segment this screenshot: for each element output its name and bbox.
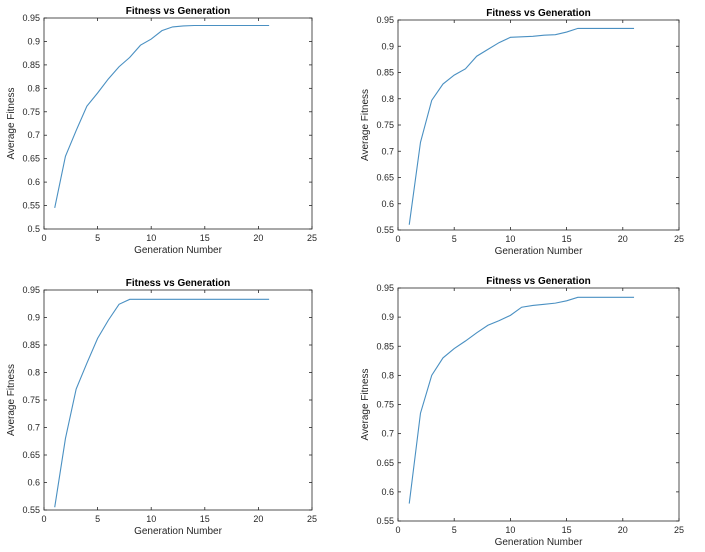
- x-axis-label: Generation Number: [495, 246, 583, 257]
- x-tick-label: 10: [505, 525, 515, 535]
- y-tick-label: 0.95: [22, 285, 40, 295]
- series-line: [408, 296, 635, 504]
- y-tick-label: 0.95: [376, 15, 394, 25]
- y-tick-label: 0.75: [22, 395, 40, 405]
- chart-title: Fitness vs Generation: [126, 278, 230, 289]
- chart-panel-bottom-left: 0 5 10 15 20 25 0.55 0.6 0.65 0.7 0.75 0.8 0.85 0.9 0.…: [6, 278, 317, 537]
- x-tick-label: 5: [452, 525, 457, 535]
- y-tick-label: 0.5: [27, 224, 40, 234]
- y-tick-label: 0.95: [376, 283, 394, 293]
- y-tick-label: 0.95: [22, 13, 40, 23]
- y-tick-label: 0.65: [376, 173, 394, 183]
- series-line: [54, 298, 270, 508]
- y-tick-label: 0.85: [376, 68, 394, 78]
- y-tick-label: 0.9: [381, 41, 394, 51]
- y-tick-label: 0.9: [27, 36, 40, 46]
- x-tick-label: 25: [674, 525, 684, 535]
- y-tick-label: 0.85: [376, 341, 394, 351]
- y-tick-label: 0.85: [22, 60, 40, 70]
- x-tick-label: 20: [618, 234, 628, 244]
- y-axis-label: Average Fitness: [6, 87, 17, 159]
- y-tick-label: 0.65: [22, 450, 40, 460]
- x-tick-label: 10: [146, 233, 156, 243]
- x-axis-label: Generation Number: [134, 526, 222, 537]
- y-tick-label: 0.9: [27, 313, 40, 323]
- series-line: [408, 27, 635, 225]
- x-tick-label: 15: [562, 234, 572, 244]
- chart-title: Fitness vs Generation: [486, 8, 590, 19]
- y-tick-label: 0.75: [22, 107, 40, 117]
- x-tick-label: 15: [562, 525, 572, 535]
- y-tick-label: 0.8: [381, 370, 394, 380]
- chart-panel-top-right: 0 5 10 15 20 25 0.55 0.6 0.65 0.7 0.75 0.8 0.85 0.9 0.…: [360, 8, 684, 257]
- y-axis-label: Average Fitness: [6, 364, 17, 436]
- series-line: [54, 24, 270, 209]
- x-tick-label: 10: [146, 514, 156, 524]
- y-tick-label: 0.7: [381, 146, 394, 156]
- x-tick-label: 20: [253, 514, 263, 524]
- x-tick-label: 15: [200, 233, 210, 243]
- y-axis-label: Average Fitness: [360, 89, 371, 161]
- x-tick-label: 0: [41, 514, 46, 524]
- x-tick-label: 15: [200, 514, 210, 524]
- chart-title: Fitness vs Generation: [486, 276, 590, 287]
- y-tick-label: 0.6: [381, 487, 394, 497]
- x-tick-label: 25: [674, 234, 684, 244]
- x-tick-label: 5: [95, 514, 100, 524]
- x-tick-label: 5: [452, 234, 457, 244]
- x-tick-label: 0: [41, 233, 46, 243]
- y-tick-label: 0.65: [22, 154, 40, 164]
- x-tick-label: 10: [505, 234, 515, 244]
- plot-area-frame: [397, 287, 680, 522]
- y-tick-label: 0.75: [376, 120, 394, 130]
- y-tick-label: 0.9: [381, 312, 394, 322]
- chart-panel-top-left: 0 5 10 15 20 25 0.5 0.55 0.6 0.65 0.7 0.75 0.8 0.85 0.…: [6, 6, 317, 256]
- y-tick-label: 0.55: [376, 516, 394, 526]
- x-tick-label: 20: [618, 525, 628, 535]
- x-tick-label: 0: [395, 525, 400, 535]
- x-tick-label: 5: [95, 233, 100, 243]
- y-tick-label: 0.8: [27, 368, 40, 378]
- plot-area-frame: [43, 17, 313, 230]
- x-axis-label: Generation Number: [495, 537, 583, 548]
- x-axis-label: Generation Number: [134, 245, 222, 256]
- y-tick-label: 0.6: [27, 177, 40, 187]
- y-tick-label: 0.8: [27, 83, 40, 93]
- y-tick-label: 0.7: [27, 130, 40, 140]
- y-tick-label: 0.6: [381, 199, 394, 209]
- y-axis-label: Average Fitness: [360, 368, 371, 440]
- y-tick-label: 0.7: [27, 423, 40, 433]
- x-tick-label: 20: [253, 233, 263, 243]
- y-tick-label: 0.7: [381, 429, 394, 439]
- y-tick-label: 0.75: [376, 400, 394, 410]
- chart-title: Fitness vs Generation: [126, 6, 230, 17]
- y-tick-label: 0.55: [22, 201, 40, 211]
- y-tick-label: 0.85: [22, 340, 40, 350]
- y-tick-label: 0.8: [381, 94, 394, 104]
- y-tick-label: 0.55: [22, 505, 40, 515]
- x-tick-label: 25: [307, 233, 317, 243]
- y-tick-label: 0.55: [376, 225, 394, 235]
- y-tick-label: 0.65: [376, 458, 394, 468]
- x-tick-label: 25: [307, 514, 317, 524]
- y-tick-label: 0.6: [27, 478, 40, 488]
- x-tick-label: 0: [395, 234, 400, 244]
